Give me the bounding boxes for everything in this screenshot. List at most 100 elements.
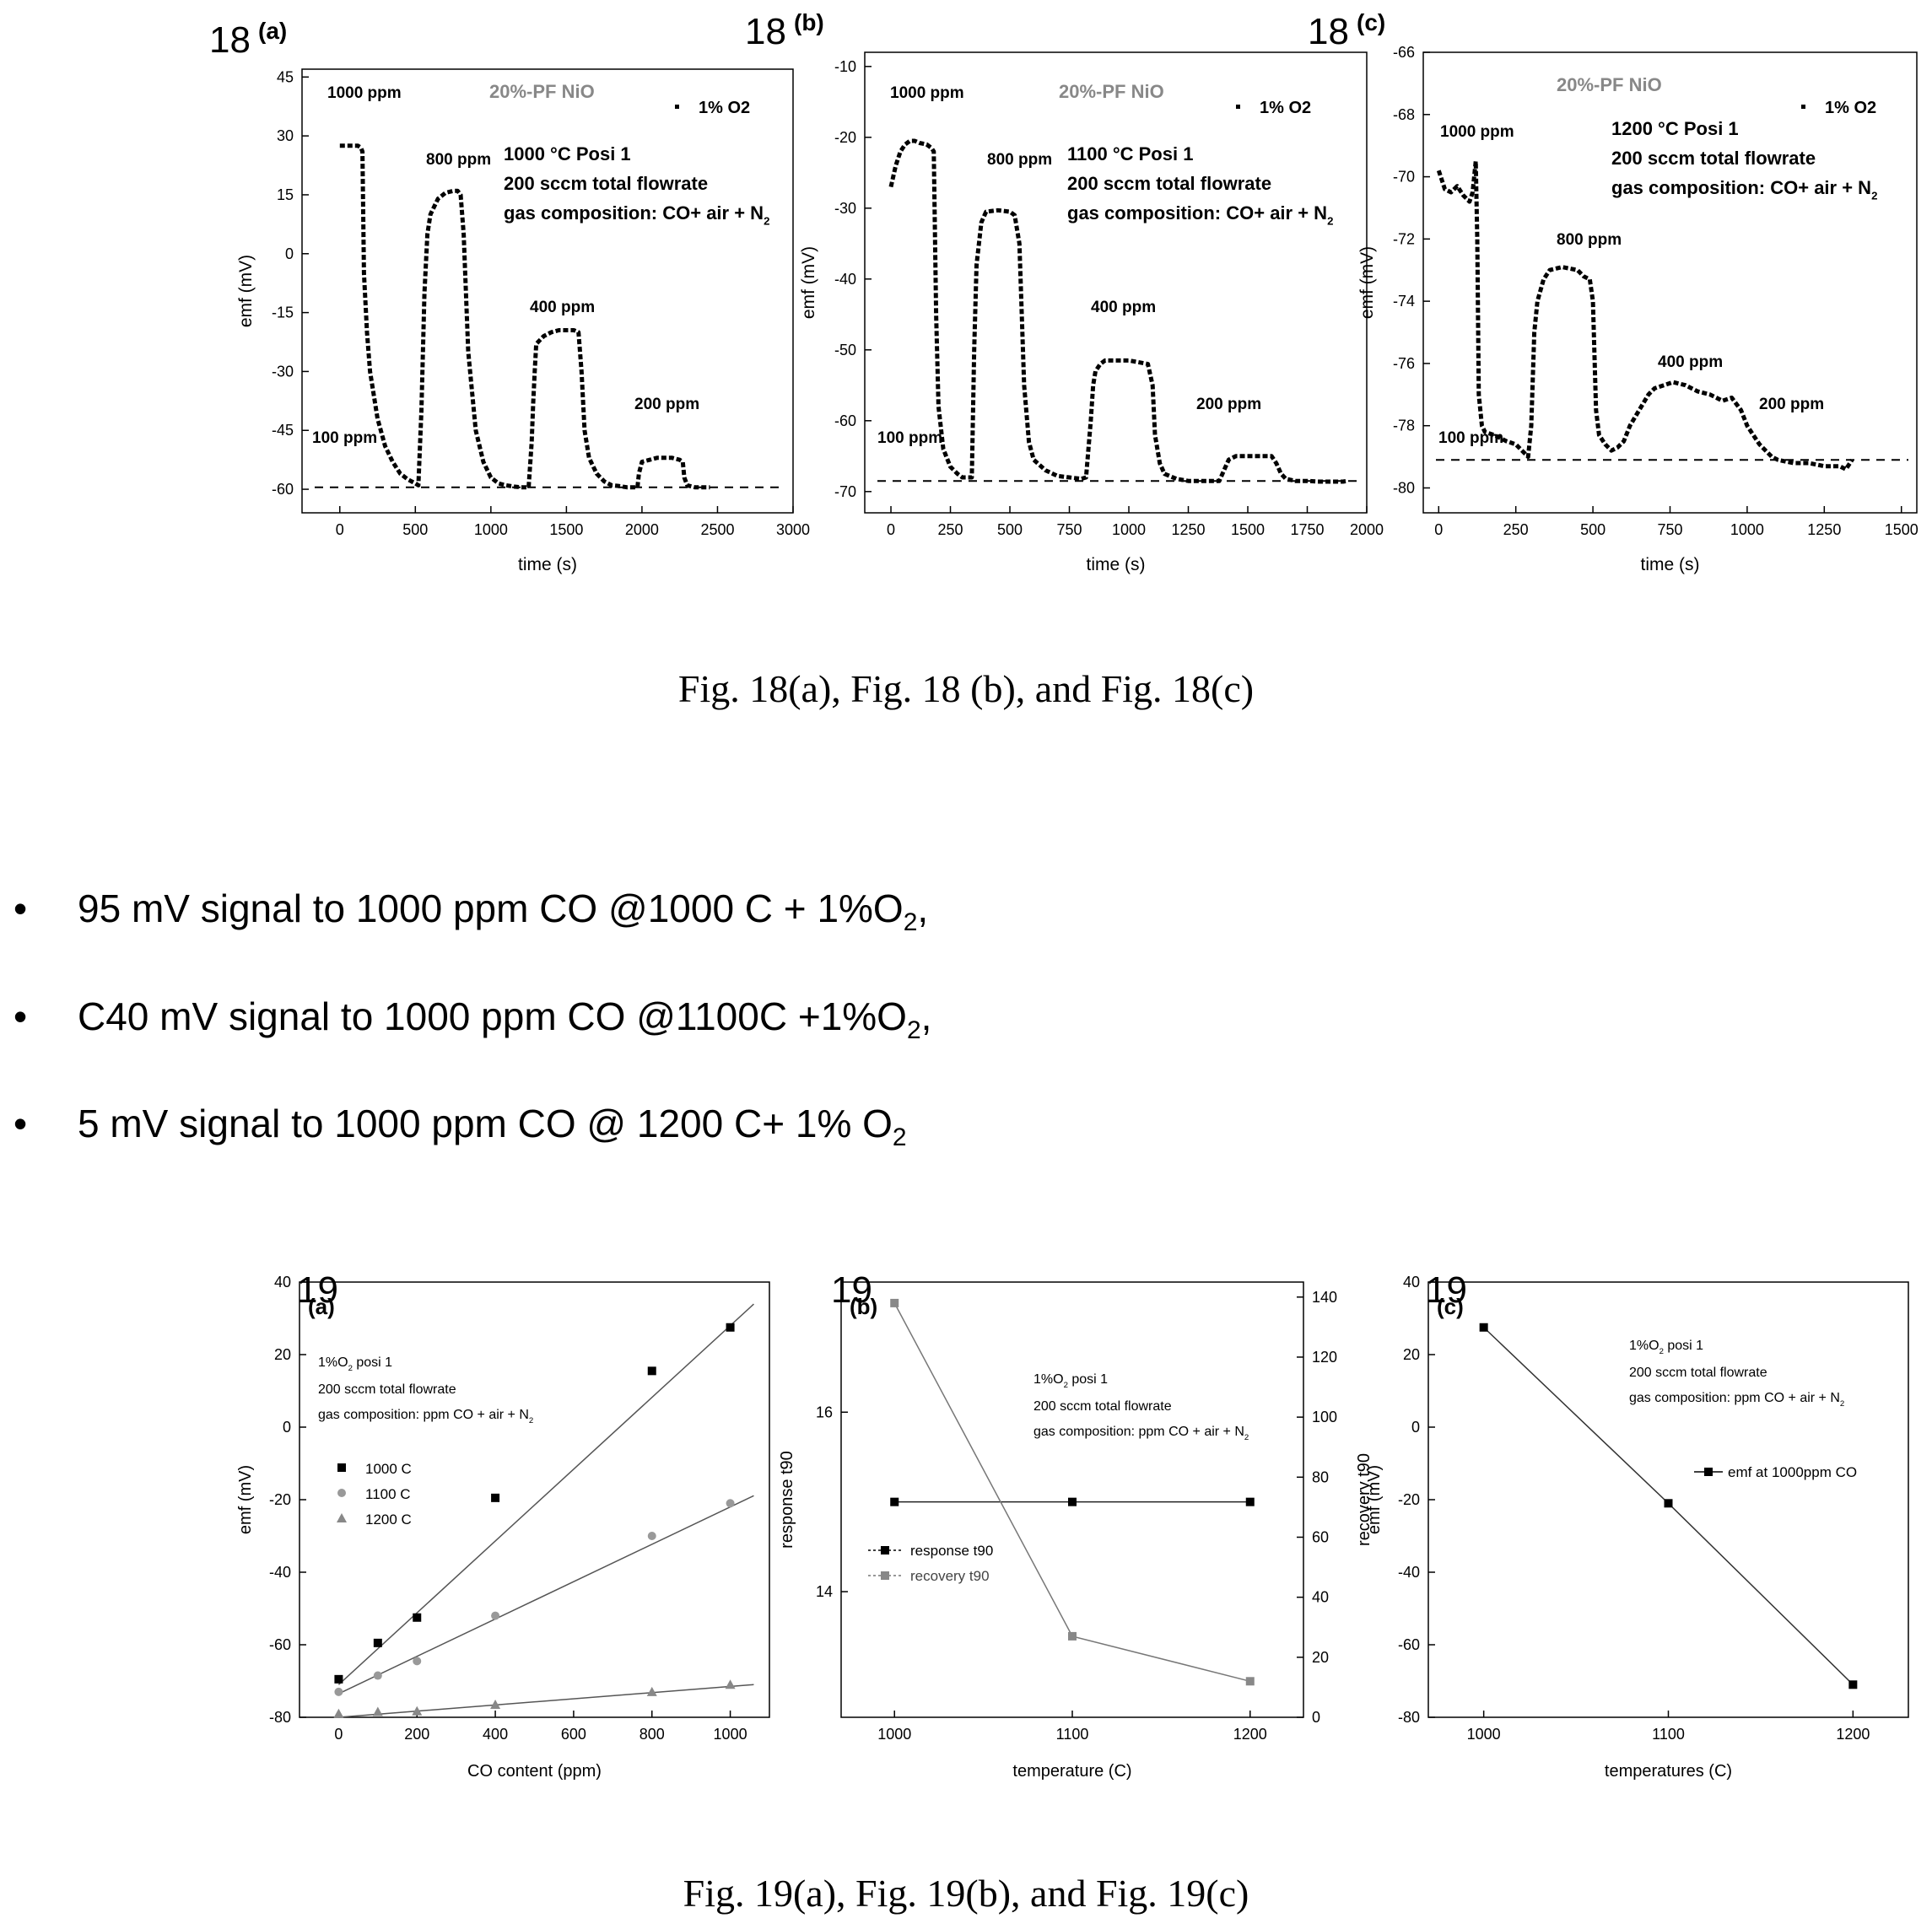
y2-tick-label: 80 xyxy=(1312,1468,1329,1485)
y-axis-label: emf (mV) xyxy=(799,246,818,319)
concentration-annotation: 100 ppm xyxy=(312,429,377,447)
data-point xyxy=(491,1493,500,1502)
y-tick-label: -60 xyxy=(1398,1636,1420,1653)
y-tick-label: -50 xyxy=(834,342,856,358)
concentration-annotation: 800 ppm xyxy=(426,151,491,169)
y2-tick-label: 100 xyxy=(1312,1409,1337,1425)
data-point xyxy=(1245,1497,1255,1506)
data-point xyxy=(412,1705,423,1716)
data-point xyxy=(726,1323,735,1332)
y-tick-label: 20 xyxy=(1403,1346,1420,1363)
x-tick-label: 1250 xyxy=(1171,521,1205,538)
y-tick-label: -70 xyxy=(1393,169,1415,186)
condition-gas: gas composition: CO+ air + N2 xyxy=(1067,202,1333,228)
data-point xyxy=(373,1671,382,1680)
panel-number-label: 18 xyxy=(209,19,251,61)
concentration-annotation: 100 ppm xyxy=(877,429,942,447)
panel-number-label: 18 xyxy=(745,11,786,52)
x-tick-label: 1500 xyxy=(1885,521,1919,538)
data-point xyxy=(334,1674,343,1684)
x-tick-label: 1000 xyxy=(1467,1726,1501,1743)
y-tick-label: -20 xyxy=(269,1491,291,1508)
data-point xyxy=(647,1532,656,1540)
y2-tick-label: 60 xyxy=(1312,1528,1329,1545)
concentration-annotation: 1000 ppm xyxy=(327,84,402,102)
legend-marker xyxy=(881,1571,889,1580)
y-tick-label: -74 xyxy=(1393,293,1415,310)
x-tick-label: 1200 xyxy=(1233,1726,1267,1743)
panel-letter-label: (c) xyxy=(1437,1294,1464,1319)
emf-trace xyxy=(888,138,1348,484)
y-tick-label: 0 xyxy=(285,245,294,262)
y-tick-label: -15 xyxy=(272,304,294,321)
legend-label: response t90 xyxy=(910,1543,993,1559)
figure18-caption: Fig. 18(a), Fig. 18 (b), and Fig. 18(c) xyxy=(677,667,1255,710)
legend-label: 1200 C xyxy=(365,1511,412,1528)
condition-oxygen: 1%O2 posi 1 xyxy=(318,1355,392,1373)
data-point xyxy=(725,1679,736,1689)
condition-temperature: 1100 °C Posi 1 xyxy=(1067,143,1193,164)
data-point xyxy=(372,1706,383,1716)
x-tick-label: 1000 xyxy=(1730,521,1764,538)
bullet-text: C40 mV signal to 1000 ppm CO @1100C +1%O… xyxy=(78,994,932,1045)
plot-frame xyxy=(864,51,1368,514)
legend-marker xyxy=(1801,105,1805,109)
x-tick-label: 250 xyxy=(1503,521,1529,538)
y-tick-label: -60 xyxy=(834,412,856,429)
condition-temperature: 1200 °C Posi 1 xyxy=(1611,118,1739,139)
panel-number-label: 19 xyxy=(1426,1269,1467,1311)
x-tick-label: 2000 xyxy=(1350,521,1384,538)
x-tick-label: 2500 xyxy=(700,521,734,538)
x-tick-label: 1100 xyxy=(1652,1726,1685,1743)
y-axis-label: emf (mV) xyxy=(236,255,256,327)
y-tick-label: -20 xyxy=(1398,1491,1420,1508)
y2-tick-label: 140 xyxy=(1312,1289,1337,1306)
x-tick-label: 500 xyxy=(997,521,1023,538)
y-tick-label: -68 xyxy=(1393,106,1415,123)
y-tick-label: -40 xyxy=(269,1564,291,1581)
legend-marker xyxy=(337,1513,347,1522)
legend-label: recovery t90 xyxy=(910,1568,990,1584)
legend-marker xyxy=(675,105,679,109)
data-point xyxy=(646,1686,657,1696)
panel-number-label: 19 xyxy=(831,1269,872,1311)
panel-title: 20%-PF NiO xyxy=(489,81,595,102)
concentration-annotation: 1000 ppm xyxy=(890,84,964,102)
y-axis-label: emf (mV) xyxy=(236,1465,255,1534)
data-point xyxy=(1068,1497,1077,1506)
x-tick-label: 1000 xyxy=(877,1726,911,1743)
y-tick-label: 40 xyxy=(1403,1274,1420,1290)
emf-trace xyxy=(1436,159,1854,471)
data-point xyxy=(333,1708,344,1718)
data-point xyxy=(1068,1631,1077,1641)
y2-tick-label: 120 xyxy=(1312,1349,1337,1366)
data-point xyxy=(413,1657,422,1666)
emf-trace xyxy=(339,143,710,490)
x-axis-label: time (s) xyxy=(1641,555,1700,574)
x-tick-label: 1000 xyxy=(714,1726,747,1743)
y-tick-label: 45 xyxy=(277,68,294,85)
x-tick-label: 1750 xyxy=(1290,521,1324,538)
y-tick-label: -80 xyxy=(1398,1709,1420,1726)
x-tick-label: 0 xyxy=(887,521,895,538)
legend-label: 1% O2 xyxy=(699,99,750,117)
bullet-marker: • xyxy=(13,994,28,1038)
data-point xyxy=(890,1298,899,1307)
x-tick-label: 250 xyxy=(937,521,963,538)
condition-gas: gas composition: ppm CO + air + N2 xyxy=(1629,1391,1844,1409)
y-tick-label: -45 xyxy=(272,422,294,439)
condition-oxygen: 1%O2 posi 1 xyxy=(1033,1372,1108,1390)
y-tick-label: -40 xyxy=(834,271,856,288)
y-axis-label: response t90 xyxy=(778,1451,796,1549)
y-tick-label: -80 xyxy=(269,1709,291,1726)
fit-line xyxy=(338,1684,754,1718)
fit-line xyxy=(337,1303,754,1685)
panel-title: 20%-PF NiO xyxy=(1557,74,1662,95)
panel-letter-label: (b) xyxy=(794,9,824,35)
concentration-annotation: 200 ppm xyxy=(634,396,699,413)
y2-axis-label: recovery t90 xyxy=(1355,1453,1373,1546)
y2-tick-label: 20 xyxy=(1312,1649,1329,1666)
bullet-marker: • xyxy=(13,1102,28,1145)
x-tick-label: 400 xyxy=(483,1726,508,1743)
x-tick-label: 1500 xyxy=(549,521,583,538)
